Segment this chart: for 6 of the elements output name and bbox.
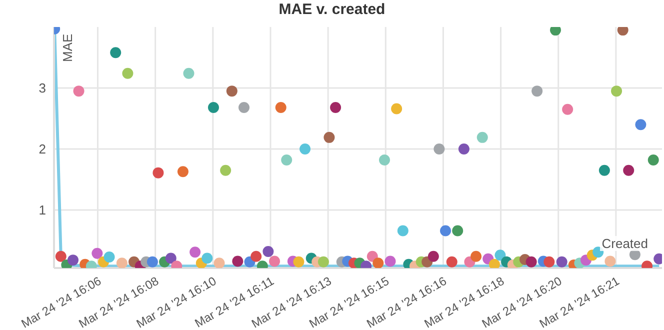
y-tick-label: 2: [38, 142, 46, 157]
y-axis-title: MAE: [60, 34, 75, 62]
chart-title: MAE v. created: [278, 0, 386, 20]
y-tick-label: 3: [38, 80, 46, 96]
x-axis-title: Created: [600, 236, 650, 251]
y-tick-label: 1: [38, 202, 46, 218]
